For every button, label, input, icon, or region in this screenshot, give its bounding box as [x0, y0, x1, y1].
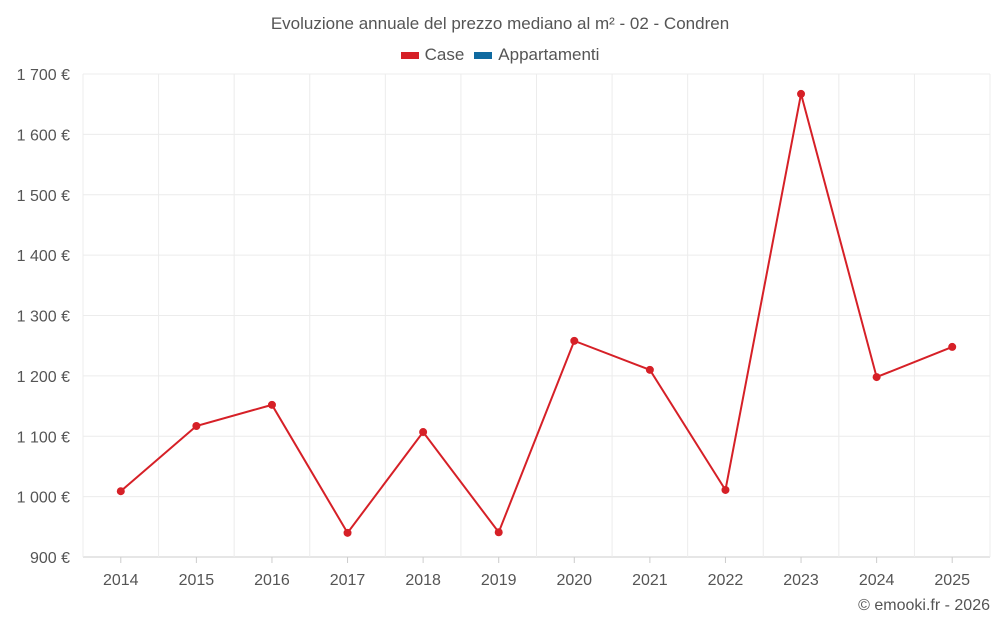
data-point	[948, 342, 957, 351]
data-point	[192, 421, 201, 430]
data-point	[419, 428, 428, 437]
data-point	[721, 485, 730, 494]
x-tick-label: 2016	[254, 572, 290, 589]
credit: © emooki.fr - 2026	[858, 597, 990, 614]
data-point	[797, 89, 806, 98]
series-line-case	[120, 93, 953, 535]
chart-title: Evoluzione annuale del prezzo mediano al…	[270, 14, 730, 33]
x-tick-label: 2017	[330, 572, 366, 589]
x-tick-label: 2025	[934, 572, 970, 589]
y-tick-label: 1 100 €	[17, 429, 70, 446]
x-tick-label: 2024	[859, 572, 895, 589]
x-tick-label: 2020	[556, 572, 592, 589]
y-tick-label: 1 400 €	[17, 248, 70, 265]
data-point	[343, 528, 352, 537]
y-tick-label: 1 000 €	[17, 490, 70, 507]
x-tick-label: 2018	[405, 572, 441, 589]
data-point	[267, 400, 276, 409]
y-tick-label: 1 600 €	[17, 127, 70, 144]
data-point	[570, 336, 579, 345]
y-tick-label: 1 700 €	[17, 67, 70, 84]
y-tick-label: 1 300 €	[17, 309, 70, 326]
legend-label-case: Case	[424, 45, 465, 64]
y-tick-label: 1 200 €	[17, 369, 70, 386]
legend-swatch-appartamenti	[474, 51, 493, 59]
legend-swatch-case	[400, 51, 419, 59]
x-tick-label: 2023	[783, 572, 819, 589]
data-point	[116, 487, 125, 496]
y-tick-label: 1 500 €	[17, 188, 70, 205]
data-point	[872, 373, 881, 382]
y-tick-label: 900 €	[30, 550, 70, 567]
x-tick-label: 2014	[103, 572, 139, 589]
x-tick-label: 2021	[632, 572, 668, 589]
data-point	[494, 528, 503, 537]
data-point	[645, 365, 654, 374]
x-tick-label: 2015	[179, 572, 215, 589]
legend-label-appartamenti: Appartamenti	[498, 45, 600, 64]
legend: Case Appartamenti	[0, 45, 1000, 65]
legend-item-appartamenti[interactable]: Appartamenti	[474, 45, 599, 65]
legend-item-case[interactable]: Case	[400, 45, 465, 65]
x-tick-label: 2022	[708, 572, 744, 589]
x-tick-label: 2019	[481, 572, 517, 589]
